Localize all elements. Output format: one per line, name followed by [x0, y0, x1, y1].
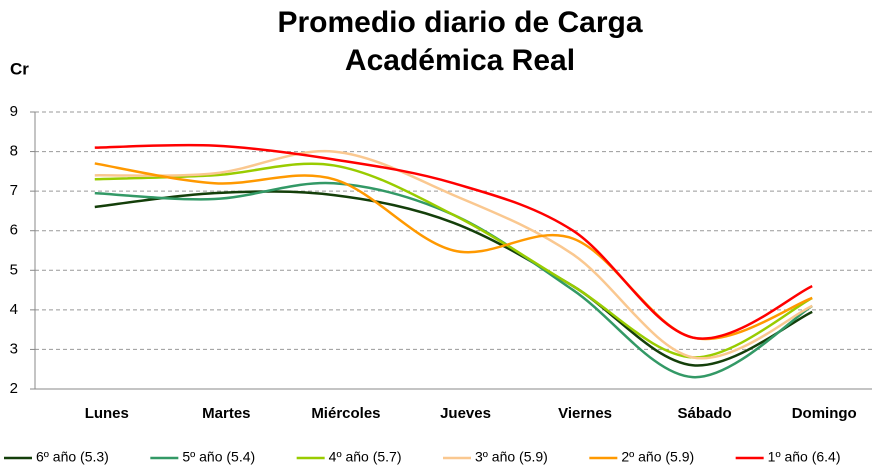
series-line [94, 149, 813, 360]
x-tick-label: Viernes [558, 405, 612, 422]
legend-label: 3º año (5.9) [475, 449, 548, 465]
series-line [94, 181, 813, 379]
series-line [94, 143, 813, 340]
y-tick-label: 2 [10, 380, 18, 397]
y-tick-label: 3 [10, 340, 18, 357]
y-axis-label: Cr [10, 59, 29, 78]
legend-label: 2º año (5.9) [621, 449, 694, 465]
x-tick-label: Martes [202, 405, 250, 422]
chart-title: Promedio diario de Carga Académica Real [277, 6, 643, 77]
x-tick-label: Domingo [792, 405, 857, 422]
legend-label: 4º año (5.7) [329, 449, 402, 465]
legend-label: 5º año (5.4) [182, 449, 255, 465]
x-tick-label: Jueves [440, 405, 491, 422]
y-tick-label: 7 [10, 182, 18, 199]
y-tick-label: 6 [10, 222, 18, 239]
legend-label: 6º año (5.3) [36, 449, 109, 465]
y-tick-label: 4 [10, 301, 18, 318]
legend-label: 1º año (6.4) [768, 449, 841, 465]
y-tick-label: 5 [10, 261, 18, 278]
y-tick-label: 9 [10, 103, 18, 120]
x-tick-label: Sábado [678, 405, 732, 422]
y-tick-label: 8 [10, 143, 18, 160]
x-tick-label: Miércoles [311, 405, 380, 422]
series-line [94, 190, 813, 367]
series-line [94, 162, 813, 341]
x-tick-label: Lunes [85, 405, 129, 422]
